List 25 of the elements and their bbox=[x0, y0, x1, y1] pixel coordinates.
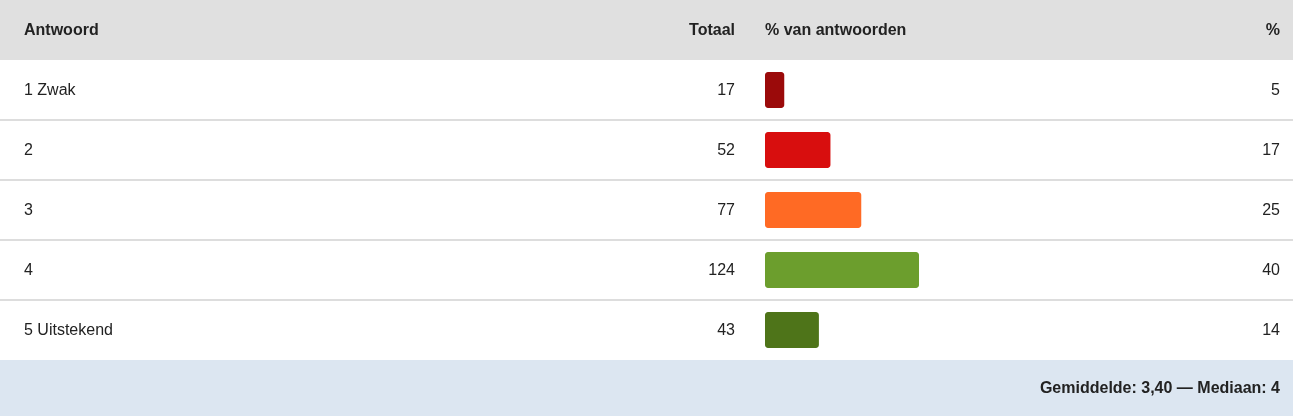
text: 124 bbox=[708, 261, 736, 278]
y-tick-label: 2 bbox=[24, 141, 33, 158]
y-tick-label: 4 bbox=[24, 261, 33, 278]
bar bbox=[765, 252, 919, 288]
bar bbox=[765, 132, 831, 168]
data-label: 25 bbox=[1262, 201, 1281, 218]
data-label: 17 bbox=[1262, 141, 1281, 158]
bar bbox=[765, 72, 785, 108]
text: Totaal bbox=[689, 21, 735, 38]
bar bbox=[765, 312, 819, 348]
text: 52 bbox=[717, 141, 736, 158]
data-label: 40 bbox=[1262, 261, 1281, 278]
text: 77 bbox=[717, 201, 736, 218]
y-tick-label: 3 bbox=[24, 201, 33, 218]
y-tick-label: 1 Zwak bbox=[24, 81, 77, 98]
bar bbox=[765, 192, 862, 228]
text: Gemiddelde: 3,40 — Mediaan: 4 bbox=[1039, 379, 1281, 396]
data-label: 14 bbox=[1262, 321, 1281, 338]
y-axis-title: Antwoord bbox=[24, 21, 99, 38]
data-label: 5 bbox=[1271, 81, 1281, 98]
text: % bbox=[1265, 21, 1280, 38]
y-tick-label: 5 Uitstekend bbox=[24, 321, 113, 338]
text: 43 bbox=[717, 321, 736, 338]
x-axis-title: % van antwoorden bbox=[765, 21, 907, 38]
text: 17 bbox=[717, 81, 736, 98]
